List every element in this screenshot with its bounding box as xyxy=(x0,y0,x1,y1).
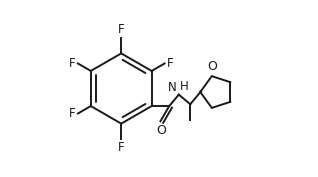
Text: N: N xyxy=(168,81,177,94)
Text: O: O xyxy=(207,60,217,73)
Text: F: F xyxy=(69,57,76,70)
Text: H: H xyxy=(180,80,189,93)
Text: F: F xyxy=(118,23,125,36)
Text: O: O xyxy=(156,124,166,137)
Text: F: F xyxy=(167,57,173,70)
Text: F: F xyxy=(118,141,125,154)
Text: F: F xyxy=(69,107,76,120)
